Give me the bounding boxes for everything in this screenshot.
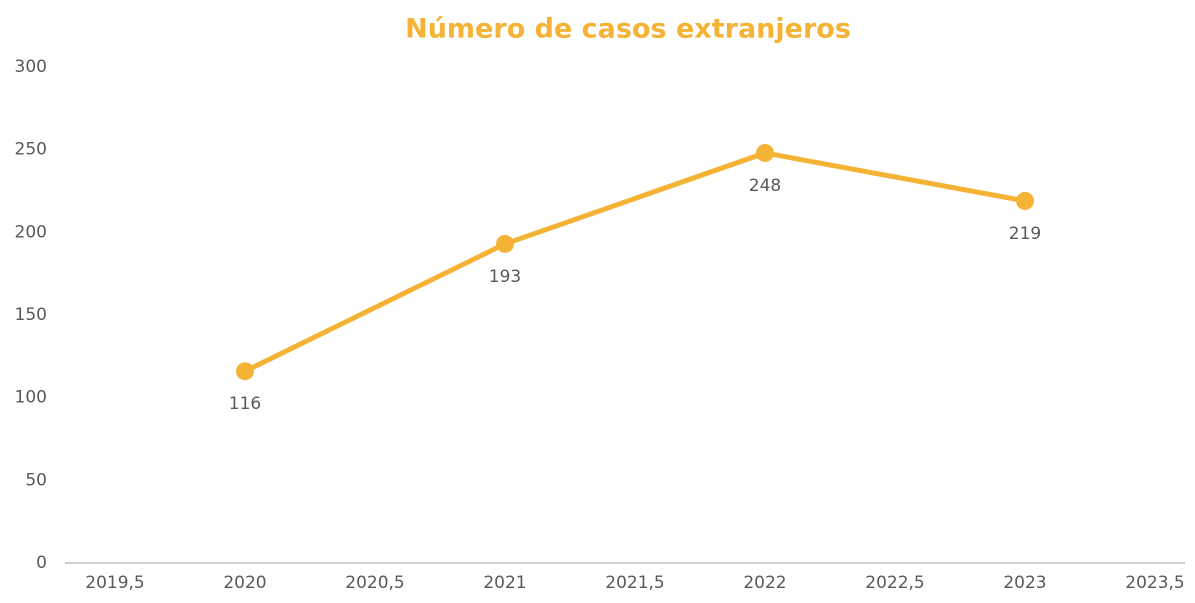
x-tick-label: 2022 <box>743 573 786 593</box>
x-tick-label: 2022,5 <box>865 573 924 593</box>
y-tick-label: 100 <box>15 388 47 408</box>
data-label: 248 <box>749 176 781 196</box>
y-tick-label: 150 <box>15 305 47 325</box>
point <box>236 362 254 381</box>
point <box>756 143 774 162</box>
y-tick-label: 250 <box>15 140 47 160</box>
chart-title: Número de casos extranjeros <box>405 14 851 45</box>
x-tick-label: 2021,5 <box>605 573 664 593</box>
y-tick-label: 200 <box>15 222 47 242</box>
y-tick-label: 300 <box>15 57 47 77</box>
point <box>1016 191 1034 210</box>
data-label: 193 <box>489 267 521 287</box>
x-tick-label: 2023,5 <box>1125 573 1184 593</box>
x-tick-label: 2020,5 <box>345 573 404 593</box>
point <box>496 234 514 253</box>
line <box>243 150 1026 374</box>
x-tick-label: 2019,5 <box>85 573 144 593</box>
y-tick-label: 50 <box>25 470 47 490</box>
x-tick-label: 2020 <box>223 573 266 593</box>
y-tick-label: 0 <box>36 553 47 573</box>
data-label: 219 <box>1009 224 1041 244</box>
x-tick-label: 2021 <box>483 573 526 593</box>
x-tick-label: 2023 <box>1003 573 1046 593</box>
data-label: 116 <box>229 394 261 414</box>
